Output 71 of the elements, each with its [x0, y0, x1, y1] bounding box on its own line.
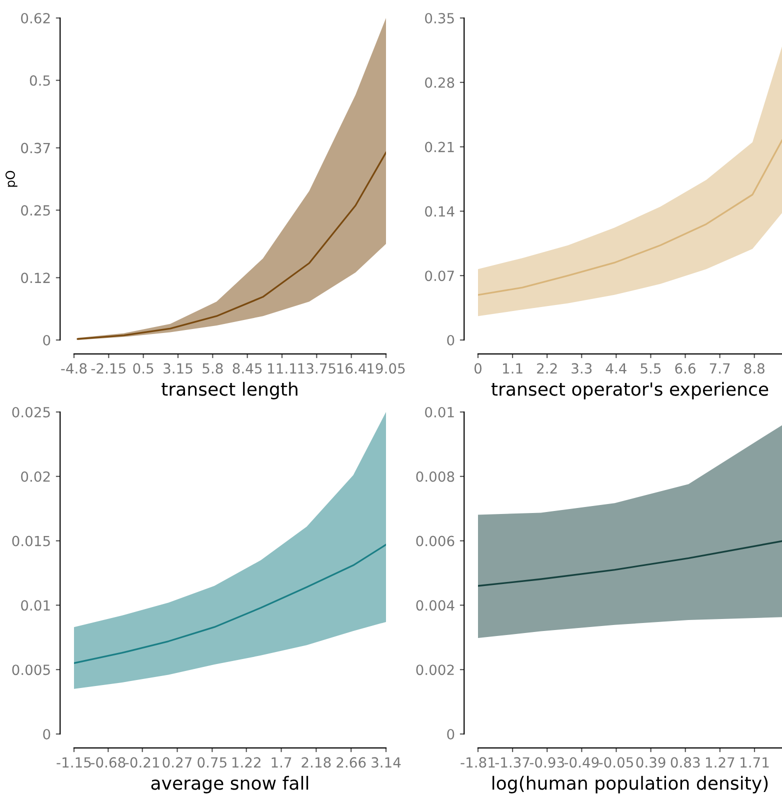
y-tick-label: 0.02 [21, 471, 50, 482]
y-tick-label: 0.004 [416, 600, 454, 611]
x-tick-label: 13.75 [298, 363, 336, 374]
y-tick-label: 0.25 [21, 205, 50, 216]
y-tick-label: 0.002 [416, 664, 454, 676]
x-tick-label: 8.45 [232, 363, 262, 374]
x-tick-label: -2.15 [91, 363, 126, 374]
y-tick-label: 0 [43, 728, 50, 740]
y-tick-label: 0.025 [12, 406, 50, 418]
line-series [478, 140, 782, 296]
y-tick-label: 0.01 [425, 406, 454, 418]
x-tick-label: 7.7 [710, 363, 730, 374]
y-tick-label: 0 [43, 334, 50, 346]
x-tick-label: 0.5 [133, 363, 154, 374]
line-series [76, 152, 386, 340]
y-tick-label: 0.005 [12, 664, 50, 676]
line-series [478, 540, 782, 587]
x-tick-label: 2.66 [336, 757, 366, 768]
x-tick-label: 4.4 [606, 363, 626, 374]
x-tick-label: -0.93 [530, 757, 564, 768]
y-tick-label: 0.01 [21, 600, 50, 611]
y-tick-label: 0.21 [425, 142, 454, 152]
x-tick-label: 19.05 [368, 363, 405, 374]
y-tick-label: 0.37 [21, 142, 50, 154]
x-tick-label: -0.49 [564, 757, 599, 768]
x-tick-label: -0.21 [125, 757, 160, 768]
y-tick-label: 0.008 [416, 471, 454, 482]
x-tick-label: 6.6 [675, 363, 696, 374]
x-axis-title: transect length [162, 382, 298, 400]
x-tick-label: -1.37 [495, 757, 530, 768]
x-tick-label: 2.18 [302, 757, 331, 768]
x-tick-label: 1.22 [232, 757, 260, 768]
x-axis-title: average snow fall [151, 776, 308, 794]
y-tick-label: 0.006 [416, 536, 454, 546]
x-tick-label: 8.8 [744, 363, 764, 374]
x-tick-label: 3.3 [572, 363, 592, 374]
x-axis-title: transect operator's experience [491, 382, 768, 400]
x-tick-label: 3.14 [372, 757, 401, 768]
y-tick-label: 0 [447, 728, 454, 740]
x-tick-label: 1.7 [272, 757, 292, 768]
x-tick-label: 0.83 [670, 757, 700, 768]
x-tick-label: -0.68 [90, 757, 126, 768]
x-tick-label: 2.2 [537, 363, 557, 374]
y-axis-title: pO [6, 170, 18, 187]
x-tick-label: -1.15 [56, 757, 91, 768]
x-tick-label: 0.39 [636, 757, 666, 768]
x-tick-label: -4.8 [61, 363, 87, 374]
y-tick-label: 0.5 [30, 75, 50, 86]
y-tick-label: 0.015 [12, 536, 50, 546]
x-tick-label: 1.71 [740, 757, 769, 768]
x-axis-title: log(human population density) [492, 776, 768, 794]
y-tick-label: 0.28 [425, 77, 454, 88]
x-tick-label: 3.15 [164, 363, 192, 374]
y-tick-label: 0.12 [21, 272, 50, 284]
x-tick-label: 5.8 [202, 363, 223, 374]
x-tick-label: 1.1 [503, 363, 522, 374]
y-tick-label: 0.62 [21, 12, 50, 24]
y-tick-label: 0.07 [425, 270, 454, 282]
x-tick-label: 0 [474, 363, 482, 374]
x-tick-label: 0.75 [198, 757, 226, 768]
y-tick-label: 0.35 [425, 12, 454, 24]
x-tick-label: 1.27 [706, 757, 734, 768]
y-tick-label: 0 [447, 334, 454, 346]
x-tick-label: 11.1 [268, 363, 296, 374]
line-series [74, 544, 386, 664]
x-tick-label: 5.5 [640, 363, 661, 374]
x-tick-label: 16.4 [337, 363, 366, 374]
x-tick-label: 0.27 [162, 757, 192, 768]
x-tick-label: -1.81 [460, 757, 495, 768]
y-tick-label: 0.14 [425, 206, 454, 217]
x-tick-label: -0.05 [598, 757, 634, 768]
